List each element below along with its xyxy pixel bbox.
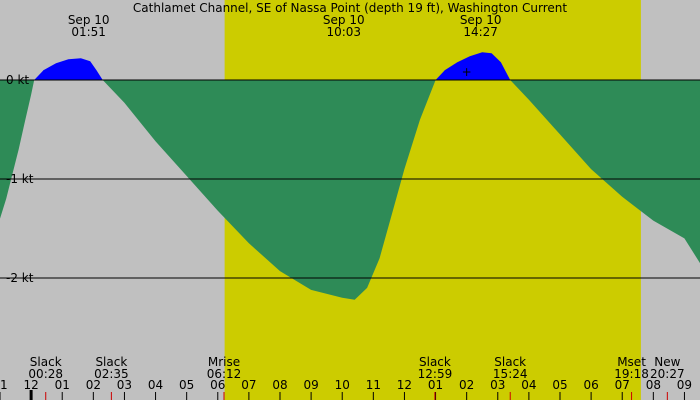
event-time-label: 20:27 xyxy=(650,367,685,381)
event-time-label: 15:24 xyxy=(493,367,528,381)
x-tick-label: 08 xyxy=(646,378,661,392)
x-tick-label: 12 xyxy=(397,378,412,392)
event-time-label: 12:59 xyxy=(418,367,453,381)
x-tick-label: 10 xyxy=(335,378,350,392)
x-tick-label: 11 xyxy=(366,378,381,392)
x-tick-label: 11 xyxy=(0,378,8,392)
flood-area-1 xyxy=(34,58,103,80)
event-name-label: Slack xyxy=(494,355,526,369)
peak-marker: + xyxy=(462,65,472,79)
event-time-label: 19:18 xyxy=(614,367,649,381)
x-tick-label: 03 xyxy=(490,378,505,392)
x-tick-label: 05 xyxy=(179,378,194,392)
chart-title: Cathlamet Channel, SE of Nassa Point (de… xyxy=(133,1,567,15)
x-tick-label: 07 xyxy=(241,378,256,392)
event-name-label: Mset xyxy=(617,355,646,369)
ebb-area-4 xyxy=(510,80,700,264)
event-time-label: 02:35 xyxy=(94,367,129,381)
event-name-label: Slack xyxy=(30,355,62,369)
peak-time-label: 10:03 xyxy=(326,25,361,39)
event-time-label: 06:12 xyxy=(207,367,242,381)
ebb-area-0 xyxy=(0,80,35,219)
y-tick-label: -2 kt xyxy=(6,271,34,285)
flood-area-3 xyxy=(435,52,511,80)
peak-time-label: 14:27 xyxy=(463,25,498,39)
event-time-label: 00:28 xyxy=(28,367,63,381)
x-tick-label: 01 xyxy=(55,378,70,392)
x-tick-label: 06 xyxy=(583,378,598,392)
event-name-label: Slack xyxy=(95,355,127,369)
peak-date-label: Sep 10 xyxy=(68,13,110,27)
event-name-label: Slack xyxy=(419,355,451,369)
x-tick-label: 07 xyxy=(615,378,630,392)
x-tick-label: 12 xyxy=(23,378,38,392)
peak-date-label: Sep 10 xyxy=(323,13,365,27)
x-tick-label: 09 xyxy=(677,378,692,392)
x-tick-label: 02 xyxy=(459,378,474,392)
x-tick-label: 08 xyxy=(272,378,287,392)
x-tick-label: 04 xyxy=(148,378,163,392)
peak-date-label: Sep 10 xyxy=(460,13,502,27)
x-tick-label: 03 xyxy=(117,378,132,392)
x-tick-label: 04 xyxy=(521,378,536,392)
event-name-label: Mrise xyxy=(208,355,240,369)
x-tick-label: 05 xyxy=(552,378,567,392)
event-name-label: New xyxy=(654,355,680,369)
x-tick-label: 01 xyxy=(428,378,443,392)
x-tick-label: 02 xyxy=(86,378,101,392)
y-tick-label: -1 kt xyxy=(6,172,34,186)
x-tick-label: 09 xyxy=(303,378,318,392)
peak-time-label: 01:51 xyxy=(71,25,106,39)
y-tick-label: 0 kt xyxy=(6,73,29,87)
x-tick-label: 06 xyxy=(210,378,225,392)
ebb-area-2 xyxy=(102,80,436,300)
